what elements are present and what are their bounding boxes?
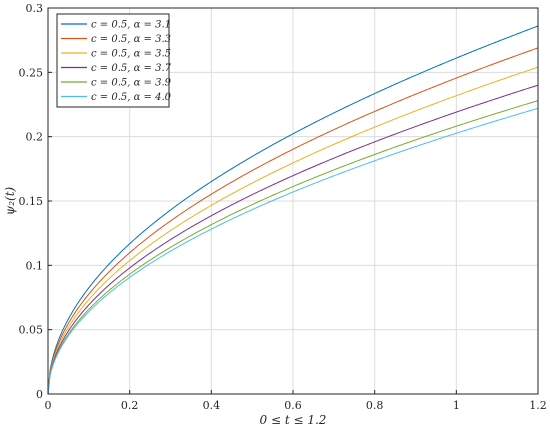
y-tick-label-1: 0.05 xyxy=(19,324,44,337)
series-line-1 xyxy=(47,47,539,395)
x-tick-label-3: 0.6 xyxy=(284,399,302,412)
legend: c = 0.5, α = 3.1 c = 0.5, α = 3.3 c = 0.5,… xyxy=(56,13,172,108)
legend-label-5: c = 0.5, α = 4.0 xyxy=(91,92,172,103)
x-tick-label-1: 0.2 xyxy=(121,399,139,412)
x-tick-label-4: 0.8 xyxy=(366,399,384,412)
series-line-3 xyxy=(47,84,539,395)
series-group xyxy=(47,25,539,395)
y-tick-label-3: 0.15 xyxy=(19,195,44,208)
x-tick-label-5: 1 xyxy=(453,399,460,412)
legend-label-4: c = 0.5, α = 3.9 xyxy=(91,78,172,89)
x-tick-label-0: 0 xyxy=(45,399,52,412)
legend-label-2: c = 0.5, α = 3.5 xyxy=(91,49,171,60)
series-line-5 xyxy=(47,107,539,395)
x-axis-label: 0 ≤ t ≤ 1.2 xyxy=(260,413,327,427)
series-line-4 xyxy=(47,100,539,395)
y-tick-label-4: 0.2 xyxy=(26,131,44,144)
y-tick-label-0: 0 xyxy=(36,388,43,401)
y-axis-label: ψ₂(t) xyxy=(3,186,17,215)
y-tick-label-5: 0.25 xyxy=(19,66,44,79)
legend-label-1: c = 0.5, α = 3.3 xyxy=(91,34,171,45)
x-tick-label-6: 1.2 xyxy=(529,399,547,412)
y-tick-label-6: 0.3 xyxy=(26,2,44,15)
series-line-0 xyxy=(47,25,539,395)
ticks: 0 0.2 0.4 0.6 0.8 1 1.2 0 0.05 0.1 0.15 0.2 0.25 0.3 xyxy=(19,2,547,412)
legend-box xyxy=(56,13,170,108)
legend-label-0: c = 0.5, α = 3.1 xyxy=(91,20,171,31)
series-line-2 xyxy=(47,66,539,395)
y-tick-label-2: 0.1 xyxy=(26,259,44,272)
x-tick-label-2: 0.4 xyxy=(203,399,221,412)
legend-label-3: c = 0.5, α = 3.7 xyxy=(91,63,172,74)
